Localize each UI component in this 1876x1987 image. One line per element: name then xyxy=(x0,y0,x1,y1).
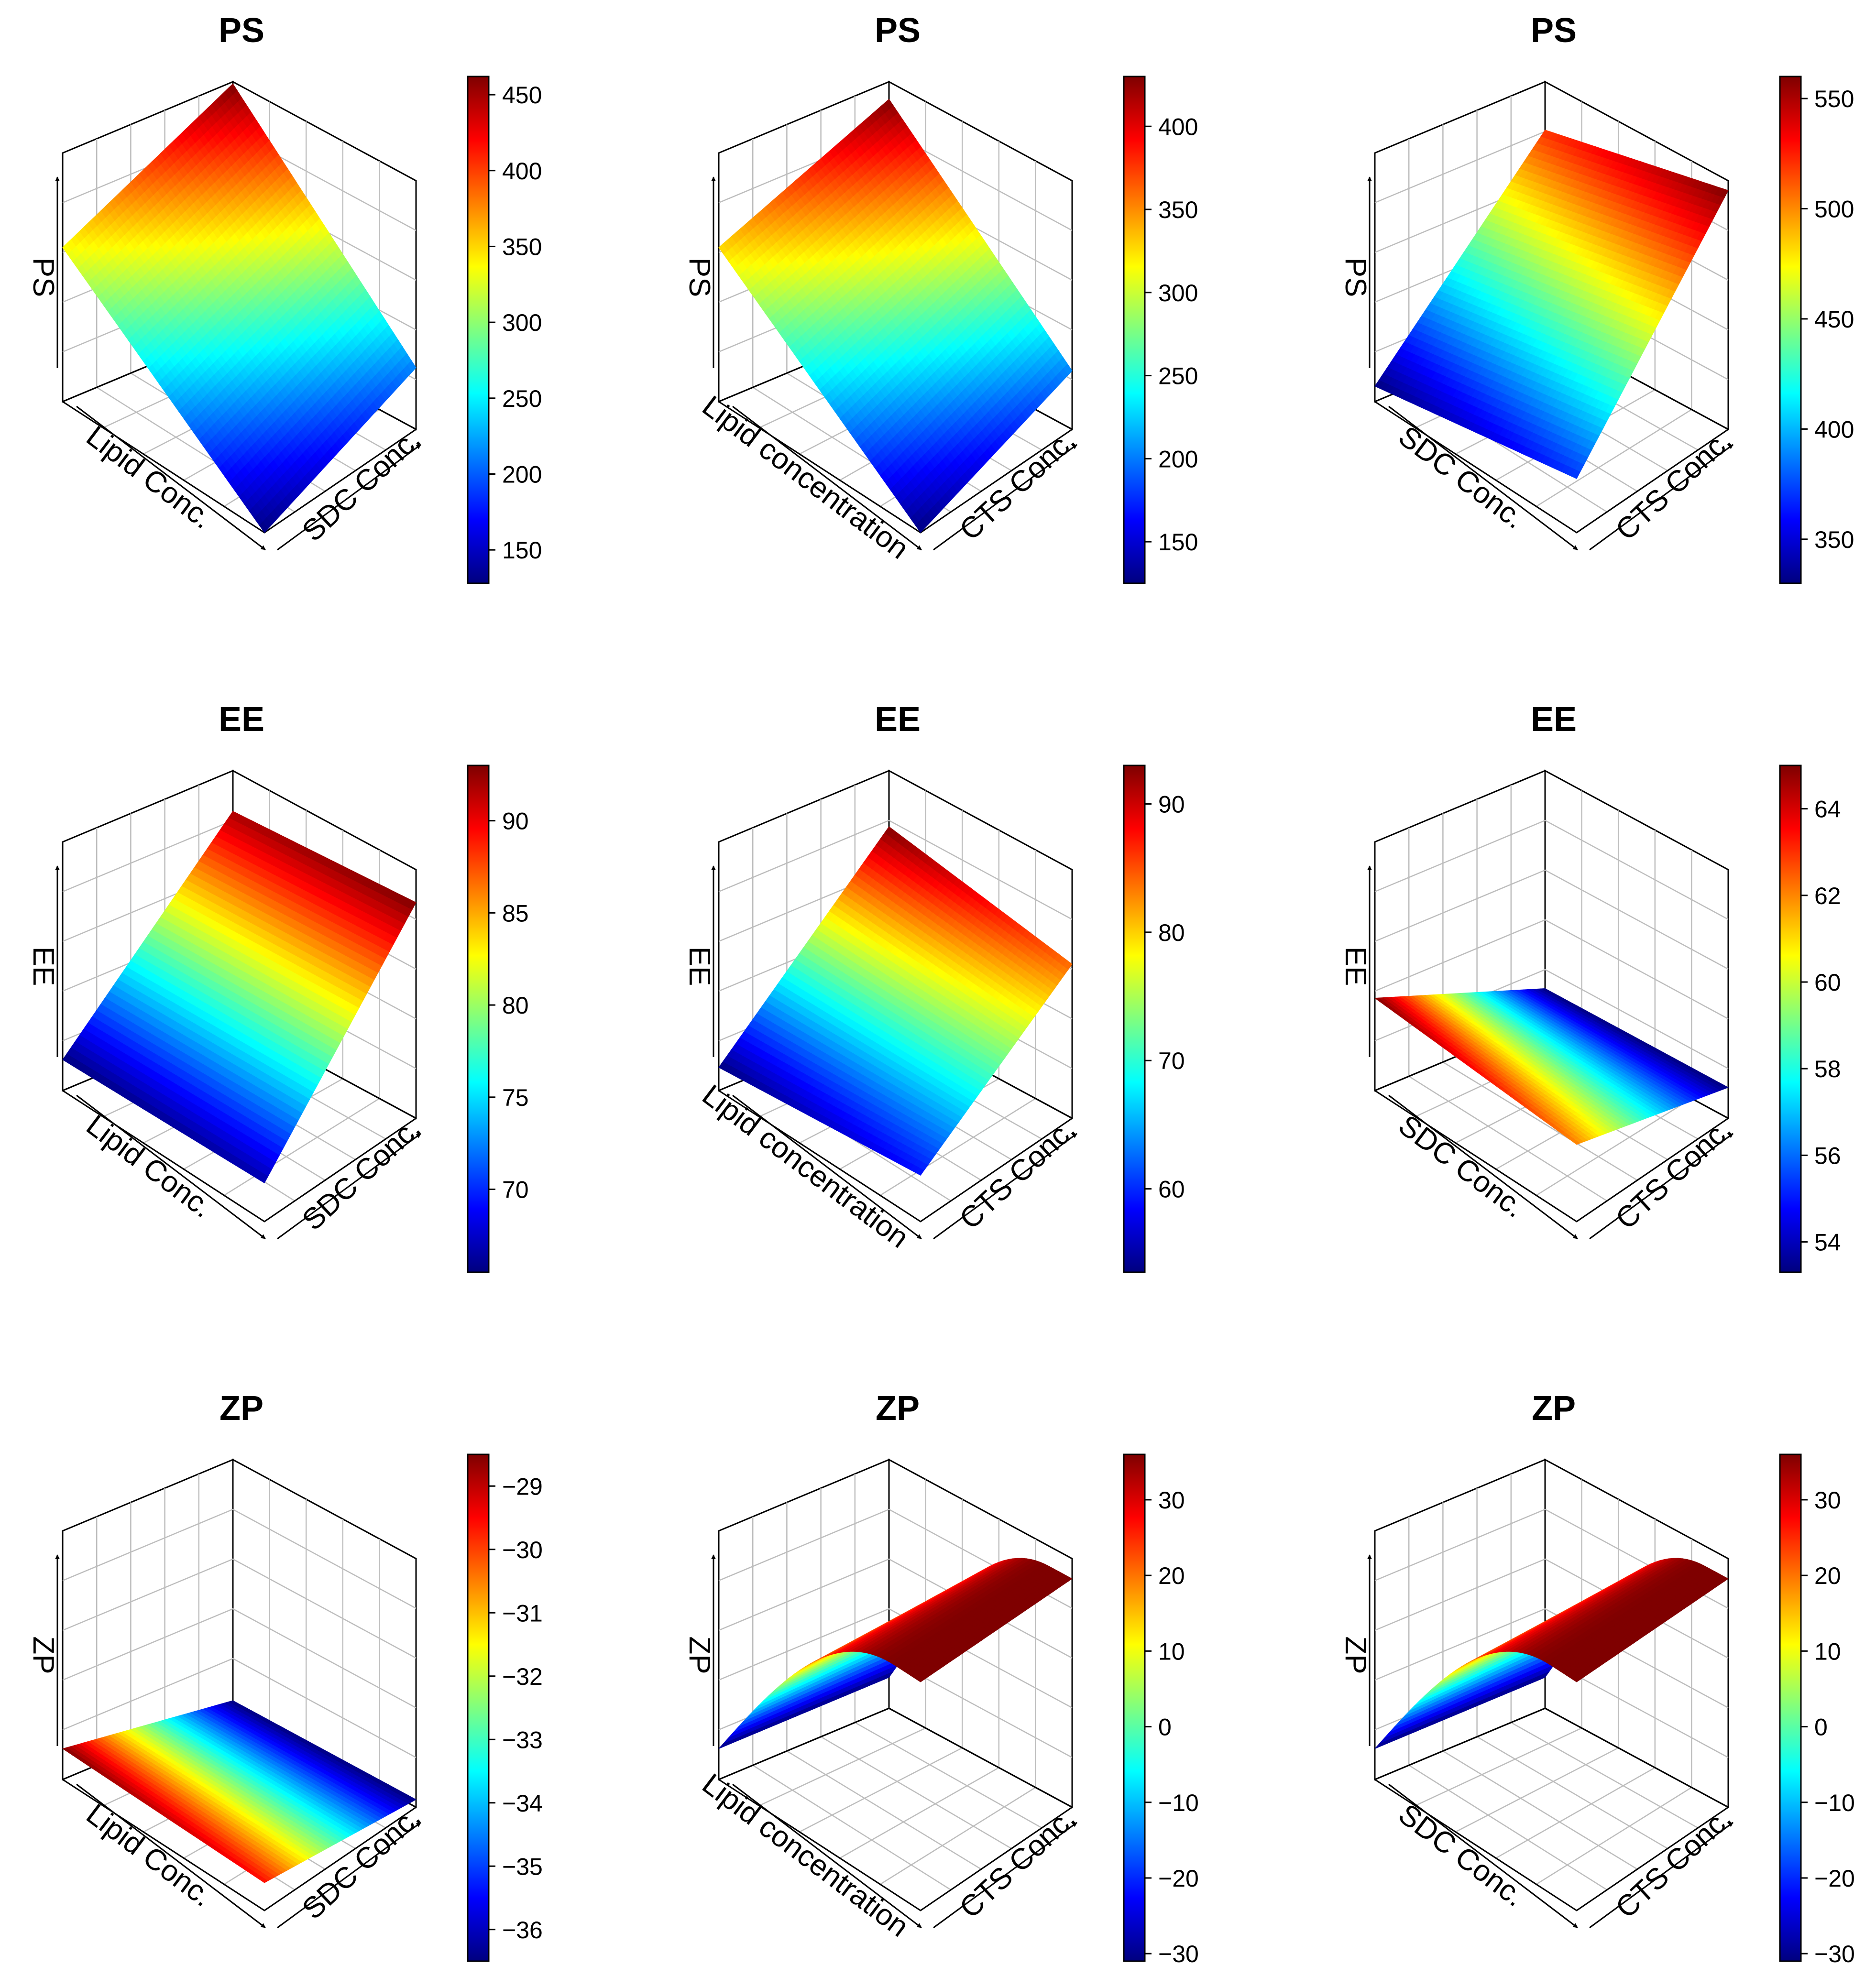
colorbar-tick-label: 400 xyxy=(1814,416,1854,443)
z-axis-label: PS xyxy=(1339,258,1372,297)
plot-title: PS xyxy=(219,11,264,50)
colorbar-tick-label: 500 xyxy=(1814,196,1854,223)
z-axis-label: PS xyxy=(27,258,60,297)
colorbar-gradient xyxy=(467,76,490,584)
plot-title: PS xyxy=(875,11,921,50)
response-surface xyxy=(62,83,417,533)
colorbar-tick-label: 250 xyxy=(1158,363,1198,390)
response-surface xyxy=(1374,130,1729,479)
colorbar: 350 400 450 500 550 xyxy=(1779,76,1854,584)
colorbar: 150 200 250 300 350 400 xyxy=(1123,76,1198,584)
plot-title: EE xyxy=(219,700,264,739)
colorbar-tick-label: 350 xyxy=(502,233,542,260)
colorbar-tick-label: 150 xyxy=(1158,529,1198,556)
colorbar-tick-label: 350 xyxy=(1814,526,1854,553)
colorbar-tick-label: 450 xyxy=(502,82,542,109)
colorbar-tick-label: 400 xyxy=(1158,113,1198,140)
y-axis-label: CTS Conc. xyxy=(1610,424,1738,546)
colorbar-tick-label: 300 xyxy=(502,309,542,336)
colorbar-tick-label: 300 xyxy=(1158,280,1198,306)
colorbar-tick-label: 450 xyxy=(1814,306,1854,333)
colorbar-tick-label: 200 xyxy=(1158,446,1198,472)
colorbar-tick-label: 250 xyxy=(502,385,542,412)
colorbar-tick-label: 150 xyxy=(502,537,542,564)
z-axis-label: PS xyxy=(683,258,716,297)
colorbar: 150 200 250 300 350 400 450 xyxy=(467,76,542,584)
colorbar-tick-label: 550 xyxy=(1814,86,1854,112)
colorbar-tick-label: 400 xyxy=(502,158,542,185)
colorbar-gradient xyxy=(1779,76,1802,584)
colorbar-tick-label: 200 xyxy=(502,461,542,488)
colorbar-tick-label: 350 xyxy=(1158,197,1198,223)
colorbar-gradient xyxy=(1123,76,1146,584)
plot-title: PS xyxy=(1531,11,1577,50)
